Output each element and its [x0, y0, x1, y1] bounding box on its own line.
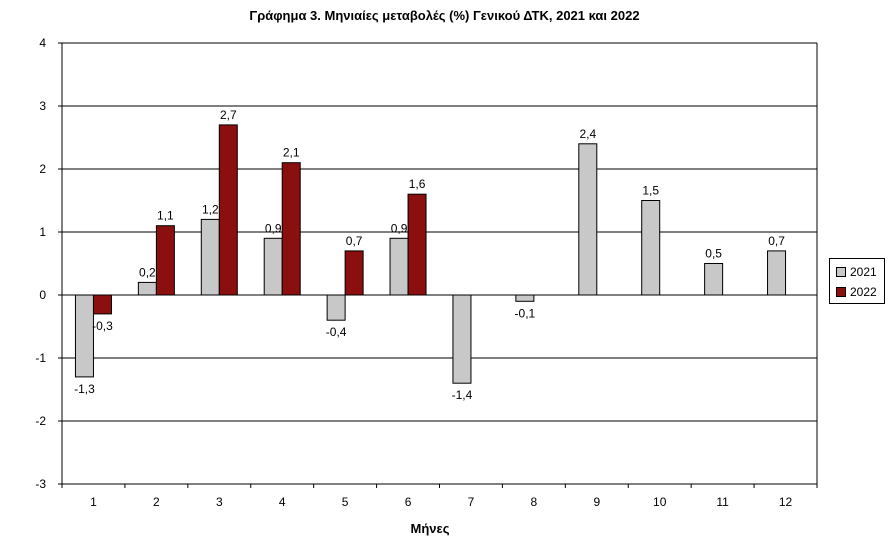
data-label-2021-1: -1,3 — [74, 382, 95, 396]
bar-2021-2 — [137, 281, 157, 296]
y-tick-label: 0 — [39, 288, 46, 302]
y-tick-label: 2 — [39, 162, 46, 176]
y-tick-label: 3 — [39, 99, 46, 113]
x-tick-label: 8 — [531, 495, 538, 509]
bar-2021-9 — [578, 143, 598, 296]
x-tick-label: 11 — [716, 495, 729, 509]
data-label-2022-2: 1,1 — [157, 209, 174, 223]
chart-title: Γράφημα 3. Μηνιαίες μεταβολές (%) Γενικο… — [249, 8, 640, 23]
bar-2022-1 — [92, 294, 112, 315]
legend: 2021 2022 — [829, 258, 885, 304]
x-tick-label: 10 — [653, 495, 667, 509]
data-label-2021-2: 0,2 — [139, 265, 156, 279]
bar-2021-6 — [389, 237, 409, 296]
bar-2022-5 — [344, 250, 364, 296]
bar-2021-5 — [326, 294, 346, 321]
x-tick-label: 12 — [779, 495, 793, 509]
x-tick-label: 4 — [279, 495, 286, 509]
y-tick-label: 1 — [39, 225, 46, 239]
data-label-2021-4: 0,9 — [265, 221, 282, 235]
legend-swatch-2022 — [836, 287, 846, 297]
bar-2021-10 — [641, 200, 661, 296]
data-label-2022-5: 0,7 — [346, 234, 363, 248]
legend-label-2022: 2022 — [850, 285, 877, 299]
bar-2021-3 — [200, 218, 220, 296]
x-tick-label: 6 — [405, 495, 412, 509]
bar-2022-4 — [281, 162, 301, 296]
data-label-2021-3: 1,2 — [202, 202, 219, 216]
data-label-2021-8: -0,1 — [515, 306, 536, 320]
legend-item-2021: 2021 — [836, 265, 877, 279]
bar-2021-12 — [767, 250, 787, 296]
data-label-2021-5: -0,4 — [326, 325, 347, 339]
x-tick-label: 5 — [342, 495, 349, 509]
bar-2022-2 — [155, 225, 175, 296]
x-axis-title: Μήνες — [410, 521, 450, 536]
y-tick-label: -1 — [35, 351, 46, 365]
x-tick-label: 7 — [468, 495, 475, 509]
data-label-2022-4: 2,1 — [283, 146, 300, 160]
bar-2021-8 — [515, 294, 535, 302]
data-label-2021-9: 2,4 — [579, 127, 596, 141]
legend-item-2022: 2022 — [836, 285, 877, 299]
bar-2022-6 — [407, 193, 427, 296]
y-tick-label: 4 — [39, 36, 46, 50]
x-tick-label: 3 — [216, 495, 223, 509]
data-label-2021-10: 1,5 — [642, 184, 659, 198]
data-label-2022-6: 1,6 — [409, 177, 426, 191]
y-tick-label: -3 — [35, 477, 46, 491]
data-label-2021-6: 0,9 — [391, 221, 408, 235]
bar-2021-7 — [452, 294, 472, 384]
x-tick-label: 2 — [153, 495, 160, 509]
data-label-2022-3: 2,7 — [220, 108, 237, 122]
legend-swatch-2021 — [836, 267, 846, 277]
data-label-2021-11: 0,5 — [705, 247, 722, 261]
x-tick-label: 1 — [90, 495, 97, 509]
bar-2021-11 — [704, 263, 724, 296]
bar-2022-3 — [218, 124, 238, 296]
bar-2021-4 — [263, 237, 283, 296]
data-label-2022-1: -0,3 — [92, 319, 113, 333]
data-label-2021-7: -1,4 — [452, 388, 473, 402]
y-tick-label: -2 — [35, 414, 46, 428]
x-tick-label: 9 — [593, 495, 600, 509]
legend-label-2021: 2021 — [850, 265, 877, 279]
bar-2021-1 — [74, 294, 94, 378]
data-label-2021-12: 0,7 — [768, 234, 785, 248]
